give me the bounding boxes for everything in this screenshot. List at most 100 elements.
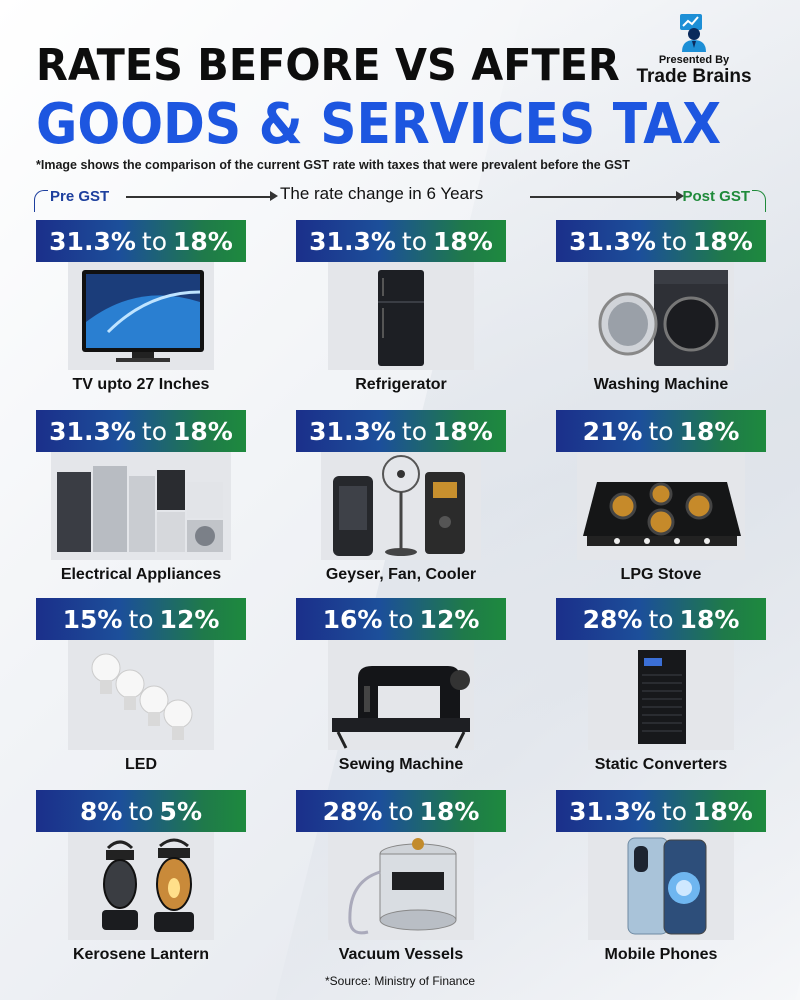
timeline-line-left xyxy=(126,196,274,198)
rate-banner: 28% to 18% xyxy=(296,790,506,832)
rate-banner: 31.3% to 18% xyxy=(36,220,246,262)
item-card: 31.3% to 18% Electrical Appliances xyxy=(36,410,246,584)
rate-before: 31.3% xyxy=(49,416,136,446)
item-card: 15% to 12% LED xyxy=(36,598,246,774)
item-card: 31.3% to 18% TV upto 27 Inches xyxy=(36,220,246,394)
rate-banner: 31.3% to 18% xyxy=(556,220,766,262)
rate-before: 28% xyxy=(322,796,383,826)
item-label: Washing Machine xyxy=(593,376,729,393)
item-label: Vacuum Vessels xyxy=(338,946,464,963)
rate-before: 8% xyxy=(79,796,123,826)
item-card: 21% to 18% LPG Stove xyxy=(556,410,766,584)
rate-to: to xyxy=(661,796,687,826)
tv-icon xyxy=(68,262,214,370)
rate-to: to xyxy=(388,604,414,634)
item-card: 31.3% to 18% Washing Machine xyxy=(556,220,766,394)
rate-banner: 31.3% to 18% xyxy=(36,410,246,452)
rate-to: to xyxy=(401,416,427,446)
item-label: Mobile Phones xyxy=(604,946,718,963)
timeline: Pre GST The rate change in 6 Years Post … xyxy=(34,182,766,212)
rate-before: 15% xyxy=(62,604,123,634)
title-line-2: GOODS & SERVICES TAX xyxy=(36,92,722,157)
vacuum-vessel-icon xyxy=(328,832,474,940)
item-label: LED xyxy=(125,756,157,773)
source-note: *Source: Ministry of Finance xyxy=(324,974,476,988)
footnote-description: *Image shows the comparison of the curre… xyxy=(36,158,630,172)
item-card: 16% to 12% Sewing Machine xyxy=(296,598,506,774)
arrow-right-icon xyxy=(676,191,684,201)
rate-before: 28% xyxy=(582,604,643,634)
item-card: 8% to 5% Kerosene Lantern xyxy=(36,790,246,964)
brand-name: Trade Brains xyxy=(636,66,752,87)
rate-banner: 8% to 5% xyxy=(36,790,246,832)
led-bulb-icon xyxy=(68,640,214,750)
rate-after: 18% xyxy=(679,416,740,446)
refrigerator-icon xyxy=(328,262,474,370)
item-card: 31.3% to 18% Mobile Phones xyxy=(556,790,766,964)
rate-banner: 15% to 12% xyxy=(36,598,246,640)
item-label: Electrical Appliances xyxy=(60,566,222,583)
item-label: Refrigerator xyxy=(355,376,447,393)
header: RATES BEFORE VS AFTER GOODS & SERVICES T… xyxy=(0,0,800,172)
item-card: 31.3% to 18% Geyser, Fan, Cooler xyxy=(296,410,506,584)
rate-banner: 31.3% to 18% xyxy=(296,220,506,262)
rate-after: 18% xyxy=(419,796,480,826)
rate-to: to xyxy=(388,796,414,826)
presented-by-text: Presented By xyxy=(658,54,730,66)
pre-gst-label: Pre GST xyxy=(50,188,110,205)
item-card: 28% to 18% Vacuum Vessels xyxy=(296,790,506,964)
brand-block: Presented By Trade Brains xyxy=(624,12,764,88)
rate-banner: 28% to 18% xyxy=(556,598,766,640)
rate-to: to xyxy=(141,226,167,256)
rate-to: to xyxy=(648,416,674,446)
post-gst-label: Post GST xyxy=(682,188,750,205)
rate-to: to xyxy=(648,604,674,634)
rate-before: 16% xyxy=(322,604,383,634)
rate-after: 18% xyxy=(173,416,233,446)
item-card: 28% to 18% Static Converters xyxy=(556,598,766,774)
rate-after: 18% xyxy=(679,604,740,634)
curl-arrow-left-icon xyxy=(34,190,48,212)
rate-before: 31.3% xyxy=(49,226,136,256)
rate-to: to xyxy=(128,604,154,634)
rate-before: 31.3% xyxy=(569,796,656,826)
rate-after: 12% xyxy=(419,604,480,634)
rate-banner: 16% to 12% xyxy=(296,598,506,640)
item-label: TV upto 27 Inches xyxy=(72,376,210,393)
rate-to: to xyxy=(401,226,427,256)
item-label: Geyser, Fan, Cooler xyxy=(325,566,477,583)
item-label: Sewing Machine xyxy=(338,756,464,773)
rate-before: 21% xyxy=(582,416,643,446)
rate-after: 18% xyxy=(433,226,493,256)
timeline-line-right xyxy=(530,196,680,198)
rate-before: 31.3% xyxy=(309,226,396,256)
rate-before: 31.3% xyxy=(309,416,396,446)
arrow-right-icon xyxy=(270,191,278,201)
rate-banner: 31.3% to 18% xyxy=(556,790,766,832)
lantern-icon xyxy=(68,832,214,940)
rate-after: 18% xyxy=(433,416,493,446)
rate-after: 5% xyxy=(159,796,202,826)
rate-after: 18% xyxy=(693,226,753,256)
rate-banner: 21% to 18% xyxy=(556,410,766,452)
rate-after: 18% xyxy=(173,226,233,256)
converter-icon xyxy=(588,640,734,750)
curl-arrow-right-icon xyxy=(752,190,766,212)
rate-before: 31.3% xyxy=(569,226,656,256)
appliances-icon xyxy=(51,452,231,560)
stove-icon xyxy=(577,452,745,560)
mobile-phone-icon xyxy=(588,832,734,940)
rate-banner: 31.3% to 18% xyxy=(296,410,506,452)
title-line-1: RATES BEFORE VS AFTER xyxy=(36,40,620,91)
item-label: Kerosene Lantern xyxy=(72,946,210,963)
rate-to: to xyxy=(661,226,687,256)
rate-after: 18% xyxy=(693,796,753,826)
rate-to: to xyxy=(141,416,167,446)
trade-brains-logo-icon xyxy=(674,12,714,52)
rate-after: 12% xyxy=(159,604,220,634)
item-label: Static Converters xyxy=(594,756,728,773)
sewing-machine-icon xyxy=(328,640,474,750)
rate-to: to xyxy=(128,796,154,826)
item-card: 31.3% to 18% Refrigerator xyxy=(296,220,506,394)
